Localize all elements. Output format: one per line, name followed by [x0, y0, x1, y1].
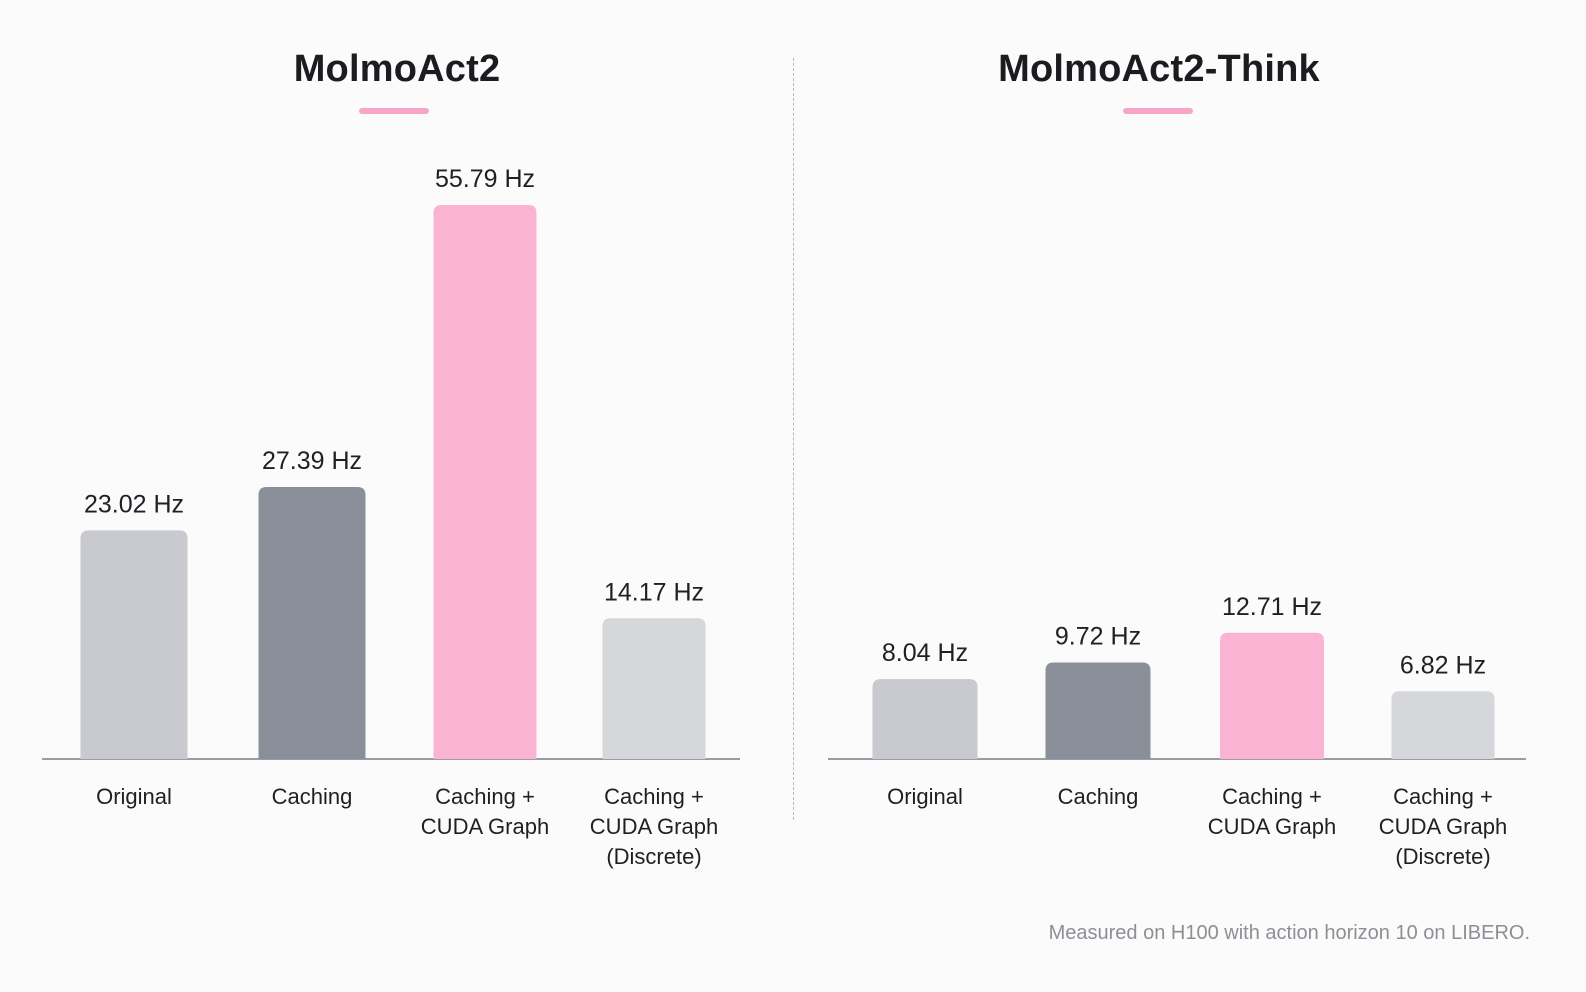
right-category-label-3: Caching + CUDA Graph	[1208, 784, 1336, 839]
left-category-label-4-line-1: Caching +	[604, 784, 704, 809]
footnote: Measured on H100 with action horizon 10 …	[1048, 922, 1530, 944]
right-title-underline	[1123, 108, 1193, 114]
left-category-label-4: Caching + CUDA Graph (Discrete)	[590, 784, 718, 869]
left-category-label-1: Original	[96, 784, 172, 809]
right-category-label-1: Original	[887, 784, 963, 809]
left-category-label-3-line-1: Caching +	[435, 784, 535, 809]
right-category-label-2: Caching	[1058, 784, 1139, 809]
right-category-label-3-line-2: CUDA Graph	[1208, 814, 1336, 839]
left-bar-3	[433, 205, 537, 759]
left-bar-2	[258, 487, 366, 759]
panel-divider	[793, 58, 794, 820]
left-value-label-2: 27.39 Hz	[262, 447, 362, 475]
right-bar-1	[872, 679, 978, 759]
right-value-label-3: 12.71 Hz	[1222, 593, 1322, 621]
left-bar-1	[80, 530, 188, 759]
left-value-label-3: 55.79 Hz	[435, 165, 535, 193]
right-category-label-4-line-2: CUDA Graph	[1379, 814, 1507, 839]
right-value-label-2: 9.72 Hz	[1055, 622, 1141, 650]
right-bar-3	[1220, 632, 1324, 759]
right-category-label-4-line-1: Caching +	[1393, 784, 1493, 809]
left-bar-4	[602, 618, 706, 759]
left-category-label-4-line-3: (Discrete)	[606, 844, 701, 869]
left-panel-title: MolmoAct2	[293, 48, 501, 90]
right-category-label-4: Caching + CUDA Graph (Discrete)	[1379, 784, 1507, 869]
right-value-label-1: 8.04 Hz	[882, 639, 968, 667]
left-value-label-1: 23.02 Hz	[84, 490, 184, 518]
left-category-label-2-line-1: Caching	[272, 784, 353, 809]
right-category-label-2-line-1: Caching	[1058, 784, 1139, 809]
left-category-label-3-line-2: CUDA Graph	[421, 814, 549, 839]
right-value-label-4: 6.82 Hz	[1400, 651, 1486, 679]
right-category-label-1-line-1: Original	[887, 784, 963, 809]
left-value-label-4: 14.17 Hz	[604, 578, 704, 606]
left-category-label-1-line-1: Original	[96, 784, 172, 809]
right-category-label-3-line-1: Caching +	[1222, 784, 1322, 809]
right-panel-title: MolmoAct2-Think	[998, 48, 1320, 90]
left-category-label-4-line-2: CUDA Graph	[590, 814, 718, 839]
left-category-label-2: Caching	[272, 784, 353, 809]
left-category-label-3: Caching + CUDA Graph	[421, 784, 549, 839]
left-title-underline	[359, 108, 429, 114]
right-bar-4	[1391, 691, 1495, 759]
right-category-label-4-line-3: (Discrete)	[1395, 844, 1490, 869]
right-bar-2	[1045, 662, 1151, 759]
